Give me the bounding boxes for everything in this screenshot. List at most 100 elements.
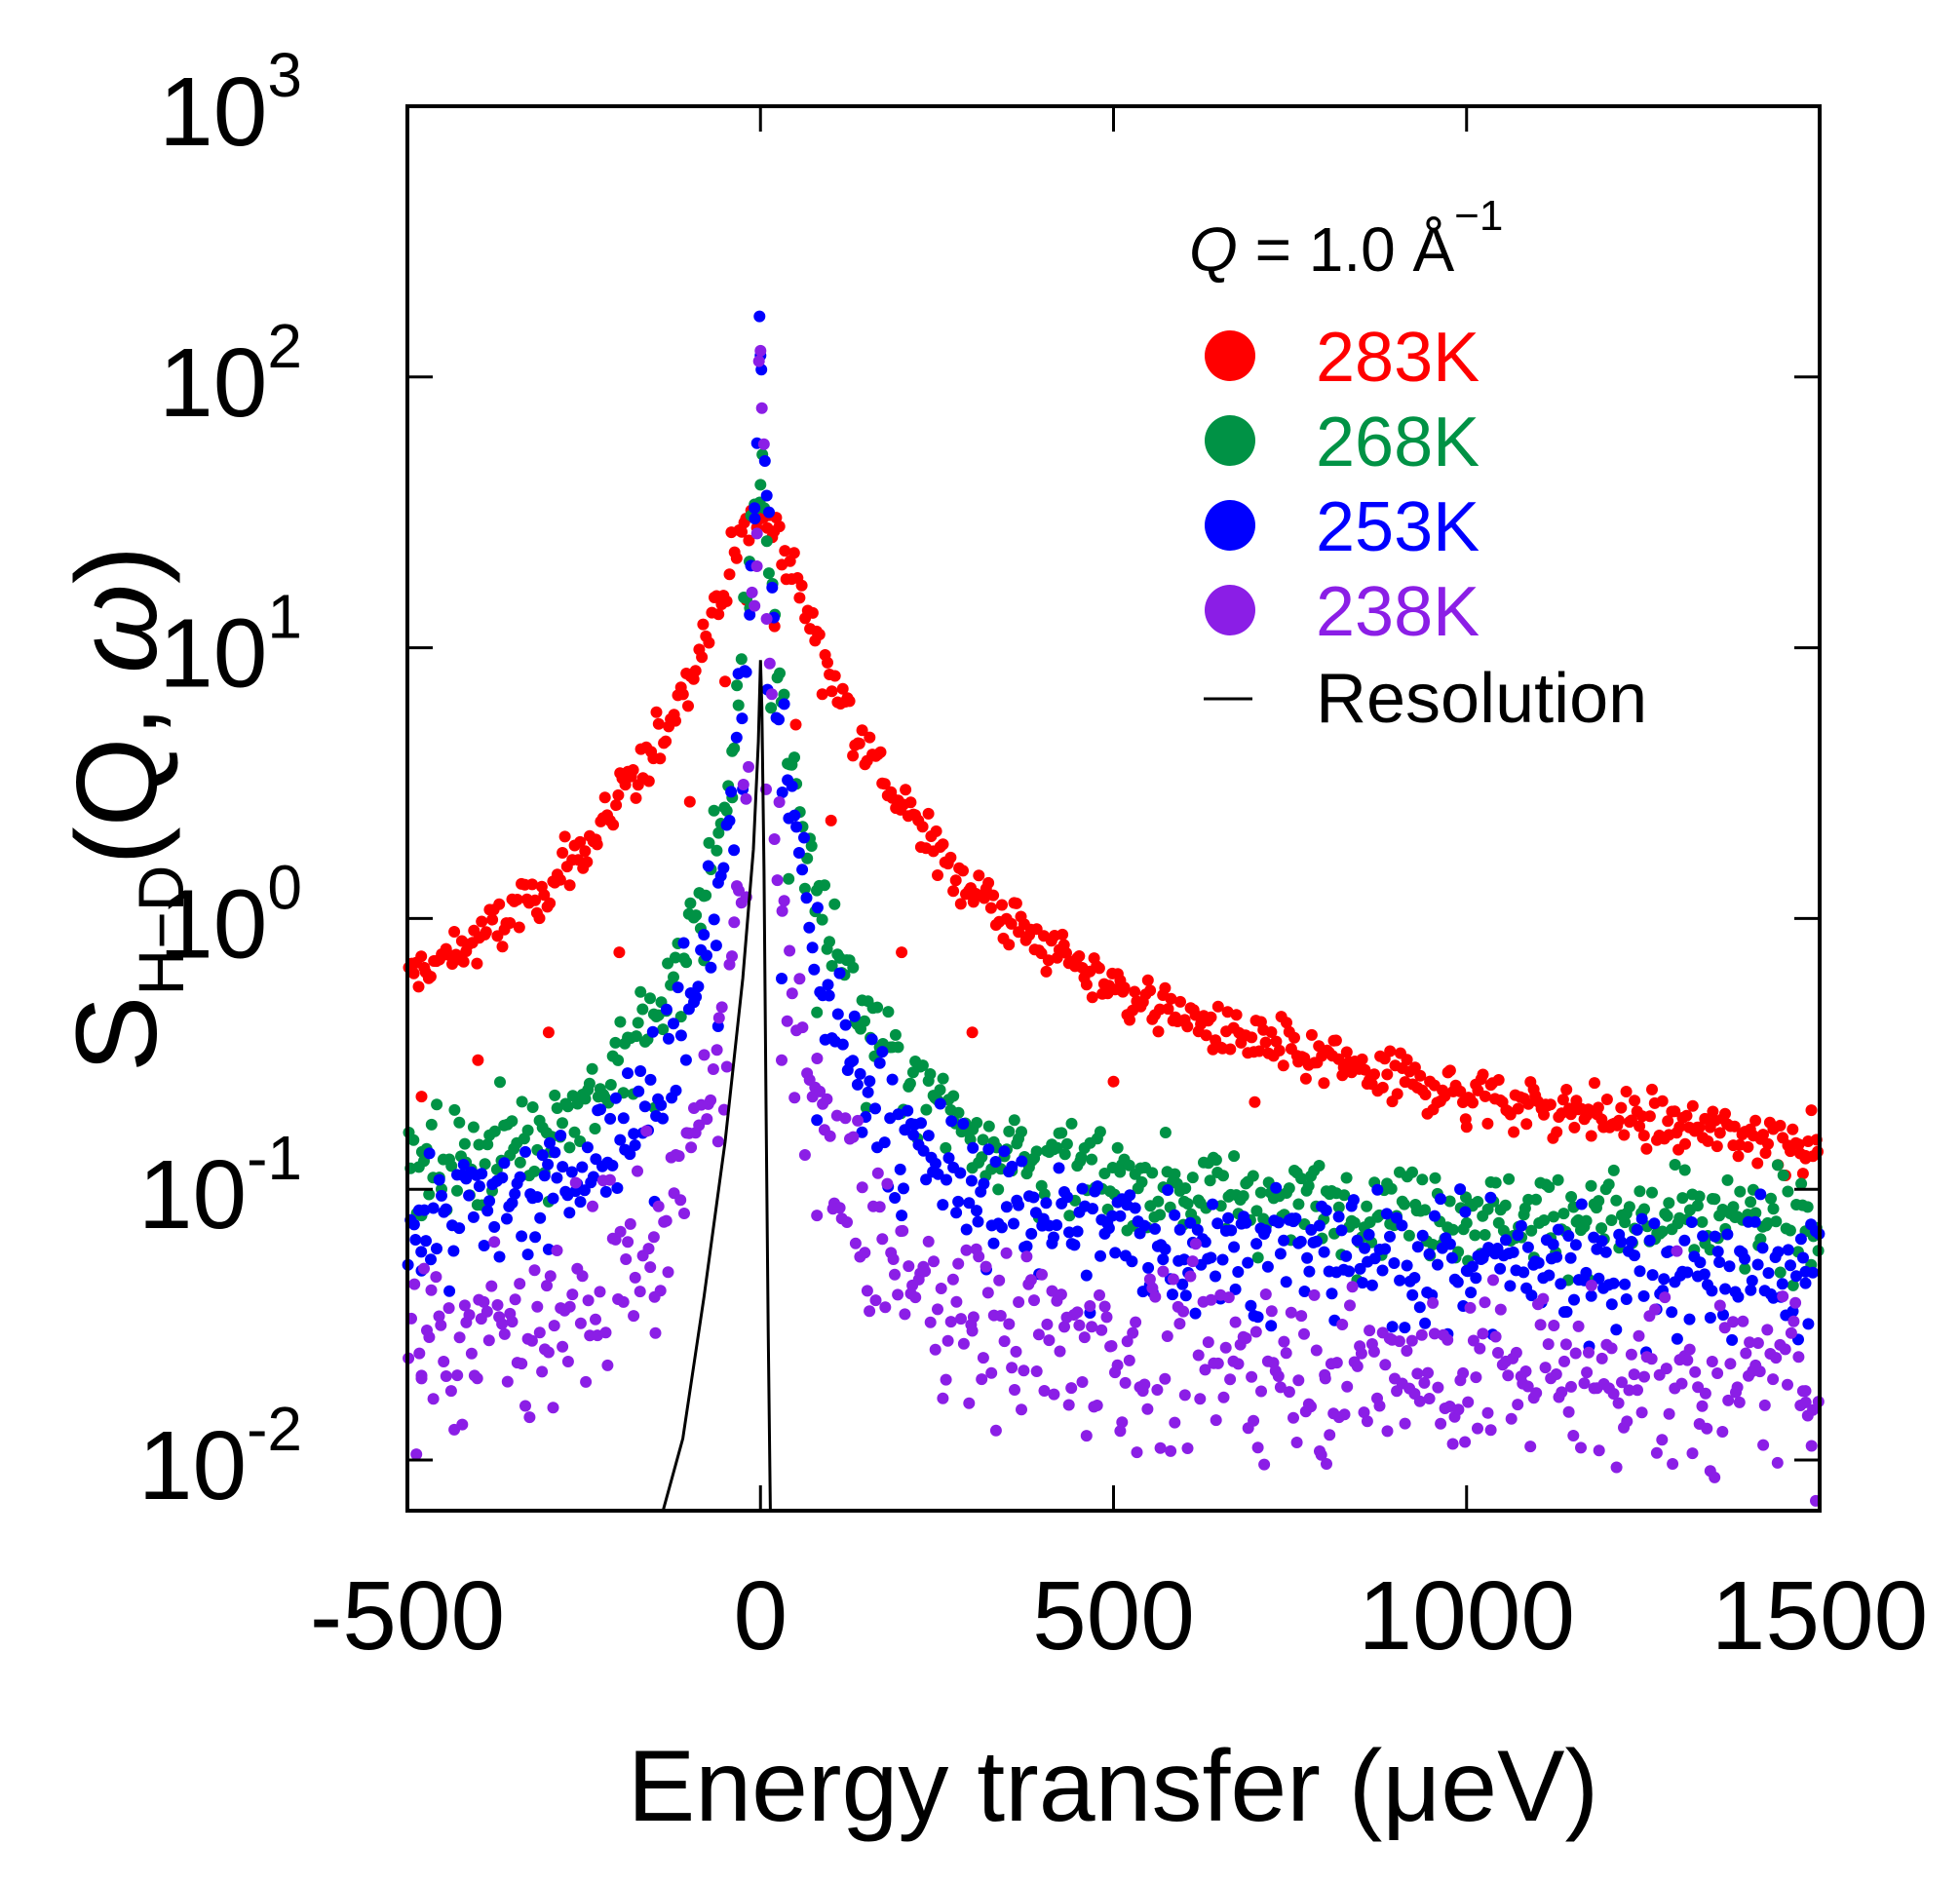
data-point — [1205, 1293, 1217, 1306]
data-point — [444, 1385, 457, 1398]
data-point — [720, 1060, 733, 1073]
data-point — [1285, 1306, 1297, 1319]
data-point — [950, 1295, 963, 1308]
data-point — [1056, 1127, 1068, 1139]
data-point — [1229, 1316, 1242, 1328]
data-point — [609, 1036, 622, 1049]
data-point — [711, 844, 723, 857]
data-point — [1534, 1319, 1547, 1331]
data-point — [549, 1146, 561, 1159]
data-point — [1008, 1114, 1020, 1127]
data-point — [1472, 1196, 1484, 1208]
data-point — [947, 885, 960, 898]
data-point — [1661, 1210, 1673, 1222]
data-point — [1251, 1441, 1264, 1454]
data-point — [1080, 979, 1093, 991]
data-point — [574, 1196, 587, 1209]
data-point — [776, 904, 788, 917]
data-point — [859, 1247, 871, 1259]
data-point — [538, 1170, 551, 1182]
data-point — [1538, 1108, 1550, 1121]
data-point — [1174, 995, 1186, 1008]
data-point — [574, 835, 587, 848]
data-point — [604, 1079, 617, 1091]
data-point — [967, 1311, 980, 1324]
data-point — [1013, 1199, 1024, 1211]
data-point — [457, 955, 470, 968]
data-point — [1210, 1154, 1222, 1167]
data-point — [1381, 1425, 1394, 1438]
data-point — [816, 688, 828, 701]
data-point — [1303, 1265, 1316, 1278]
data-point — [705, 961, 717, 974]
data-point — [498, 1157, 511, 1170]
data-point — [1393, 1335, 1405, 1348]
data-point — [534, 1211, 547, 1224]
data-point — [1701, 1422, 1713, 1435]
data-point — [940, 1141, 952, 1154]
data-point — [501, 1212, 513, 1225]
data-point — [525, 1334, 538, 1347]
data-point — [476, 1168, 488, 1180]
data-point — [811, 902, 824, 914]
data-point — [702, 860, 714, 872]
data-point — [611, 1182, 624, 1194]
y-label-close: ) — [53, 546, 181, 584]
data-point — [680, 956, 693, 969]
data-point — [1492, 1347, 1504, 1359]
data-point — [644, 992, 656, 1005]
data-point — [1432, 1381, 1444, 1394]
data-point — [1550, 1368, 1562, 1380]
y-tick-exponent: 1 — [267, 582, 302, 652]
data-point — [754, 479, 767, 491]
data-point — [1754, 1188, 1767, 1201]
data-point — [1386, 1321, 1399, 1333]
data-point — [1626, 1236, 1637, 1248]
data-point — [1562, 1230, 1575, 1242]
data-point — [749, 513, 761, 525]
data-point — [424, 971, 437, 982]
data-point — [977, 1134, 989, 1146]
data-point — [1127, 1326, 1139, 1339]
data-point — [1124, 1014, 1135, 1026]
data-point — [760, 489, 773, 502]
data-point — [1646, 1083, 1658, 1095]
data-point — [1445, 1251, 1458, 1264]
data-point — [1246, 1031, 1258, 1044]
data-point — [407, 1134, 420, 1146]
data-point — [1062, 1399, 1075, 1411]
data-point — [1717, 1309, 1729, 1321]
data-point — [1338, 1189, 1351, 1202]
data-point — [488, 1220, 501, 1233]
data-point — [773, 713, 785, 726]
data-point — [612, 788, 625, 801]
data-point — [717, 862, 730, 874]
data-point — [407, 1218, 420, 1231]
data-point — [819, 879, 830, 892]
data-point — [1041, 1318, 1054, 1330]
data-point — [1259, 1036, 1272, 1049]
data-point — [760, 535, 773, 548]
data-point — [1530, 1387, 1543, 1400]
data-point — [793, 973, 806, 985]
data-point — [1080, 1430, 1093, 1442]
data-point — [949, 874, 962, 887]
data-point — [467, 1210, 480, 1223]
data-point — [1746, 1275, 1758, 1287]
data-point — [945, 1115, 958, 1128]
data-point — [1159, 981, 1172, 994]
data-point — [728, 916, 741, 929]
data-point — [485, 1280, 498, 1292]
data-point — [1464, 1301, 1477, 1314]
data-point — [1567, 1430, 1580, 1441]
data-point — [1388, 1257, 1401, 1269]
data-point — [766, 581, 779, 594]
data-point — [1205, 1011, 1217, 1023]
data-point — [1520, 1118, 1533, 1131]
data-point — [873, 1201, 886, 1213]
data-point — [1294, 1235, 1307, 1248]
data-point — [509, 1187, 521, 1200]
data-point — [1575, 1441, 1587, 1454]
data-point — [1416, 1173, 1429, 1186]
